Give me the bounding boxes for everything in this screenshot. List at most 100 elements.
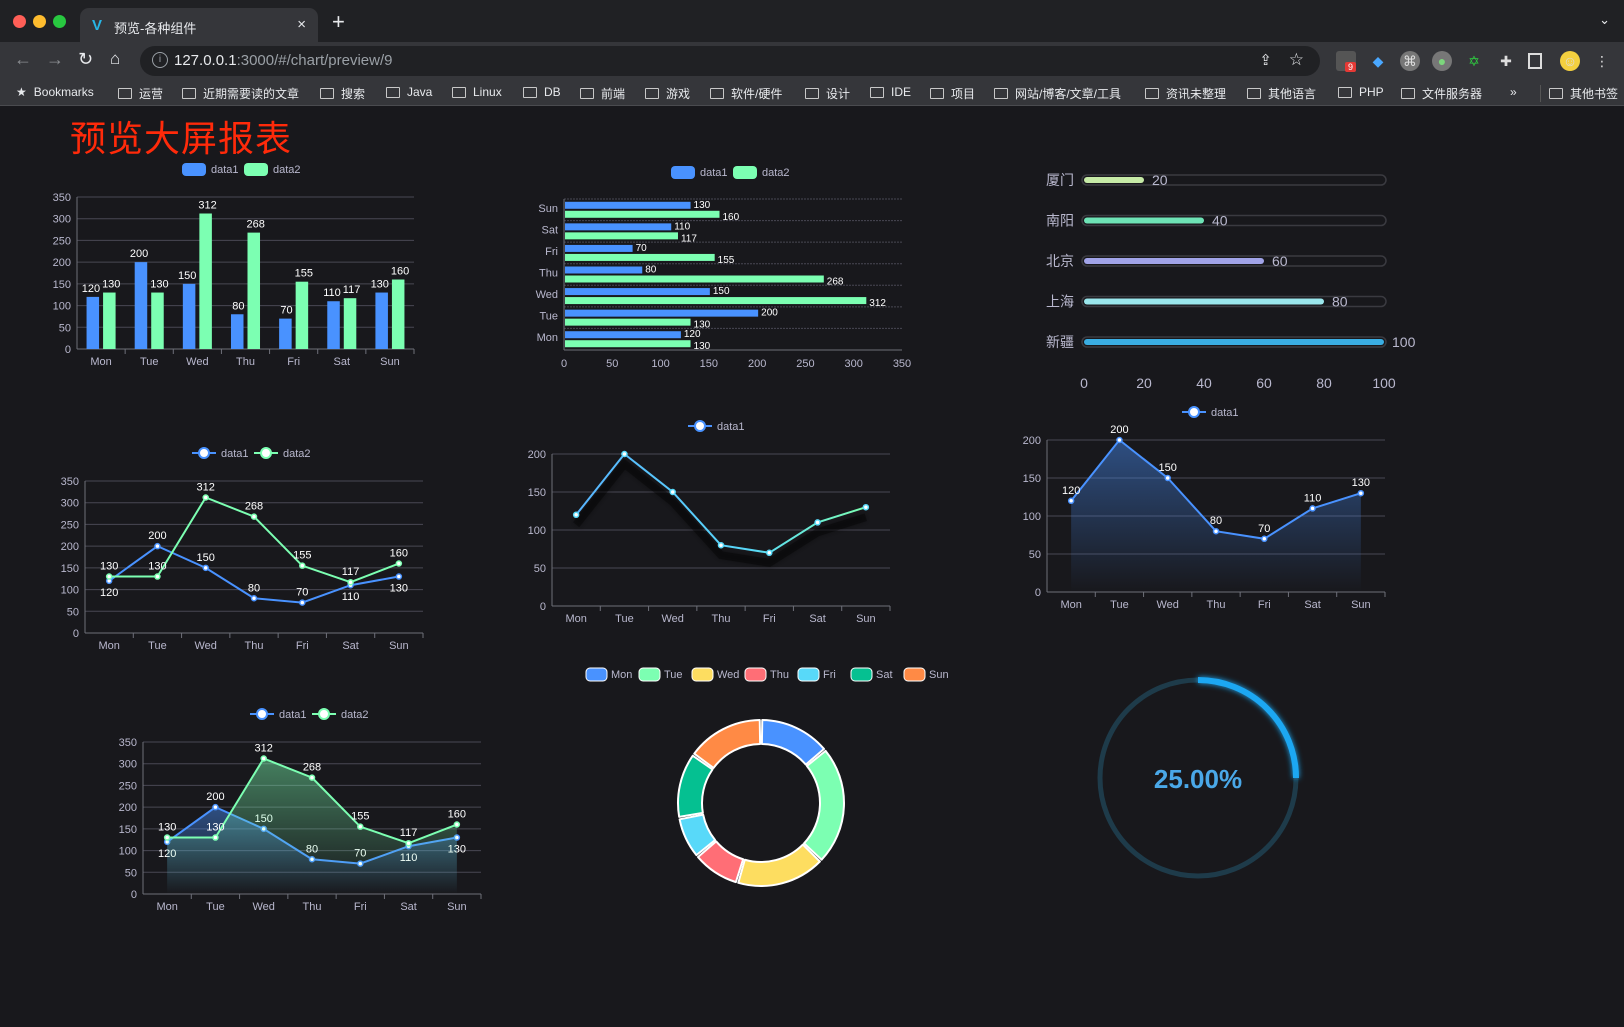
data-point <box>250 513 258 520</box>
folder-icon <box>320 88 334 99</box>
bookmark-folder[interactable]: 运营 <box>118 85 163 102</box>
bar <box>247 232 261 349</box>
bookmark-folder[interactable]: 软件/硬件 <box>710 85 782 102</box>
data-value-label: 200 <box>148 530 166 542</box>
gem-extension-icon[interactable]: ◆ <box>1372 53 1384 69</box>
y-tick-label: 150 <box>119 824 137 836</box>
maximize-window-button[interactable] <box>53 15 66 28</box>
legend-marker-icon <box>260 447 272 459</box>
bar <box>295 281 309 349</box>
data-value-label: 110 <box>1304 492 1322 504</box>
bar <box>103 292 116 349</box>
data-point <box>1261 535 1268 543</box>
legend-marker-icon <box>1188 406 1200 418</box>
share-icon[interactable]: ⇪ <box>1259 52 1272 69</box>
donut-slice <box>677 754 714 818</box>
x-tick-label: Thu <box>712 613 731 625</box>
data-point <box>347 578 354 586</box>
bar-value-label: 120 <box>82 283 100 295</box>
url-text[interactable]: 127.0.0.1:3000/#/chart/preview/9 <box>174 52 393 69</box>
bookmark-folder[interactable]: 游戏 <box>645 85 690 102</box>
page-title: 预览大屏报表 <box>70 118 293 159</box>
side-panel-icon[interactable] <box>1528 53 1542 69</box>
menu-icon[interactable]: ⋮ <box>1595 53 1609 69</box>
bookmark-folder[interactable]: DB <box>523 85 561 99</box>
home-icon[interactable]: ⌂ <box>110 49 121 68</box>
profile-avatar[interactable]: ☺ <box>1560 51 1580 71</box>
legend-label: data1 <box>221 448 249 460</box>
bookmark-folder[interactable]: 其他语言 <box>1247 85 1316 102</box>
data-point <box>1116 436 1123 444</box>
y-tick-label: Sat <box>541 224 558 236</box>
browser-tab[interactable]: V 预览-各种组件 × <box>80 8 318 42</box>
x-tick-label: Sat <box>334 356 351 368</box>
bookmark-folder[interactable]: PHP <box>1338 85 1384 99</box>
bar <box>565 340 691 348</box>
bookmark-folder[interactable]: 近期需要读的文章 <box>182 85 299 102</box>
reload-icon[interactable]: ↻ <box>78 49 94 69</box>
data-point <box>357 823 364 830</box>
donut-slice <box>803 749 845 861</box>
close-window-button[interactable] <box>13 15 26 28</box>
progress-value-label: 20 <box>1152 172 1168 188</box>
bookmark-folder-label: 网站/博客/文章/工具 <box>1015 87 1122 101</box>
extension-icon[interactable]: ● <box>1432 51 1452 71</box>
folder-icon <box>118 88 132 99</box>
bookmark-folder[interactable]: Linux <box>452 85 502 99</box>
back-icon[interactable]: ← <box>14 49 32 69</box>
bookmark-folder[interactable]: 前端 <box>580 85 625 102</box>
puzzle-extensions-icon[interactable]: ✚ <box>1500 53 1512 69</box>
tab-close-icon[interactable]: × <box>297 16 306 33</box>
extension-icon[interactable]: ⌘ <box>1400 51 1420 71</box>
more-bookmarks-button[interactable]: » <box>1510 85 1517 99</box>
bookmark-folder[interactable]: IDE <box>870 85 911 99</box>
data-value-label: 70 <box>1258 523 1270 535</box>
x-tick-label: Mon <box>156 901 177 913</box>
bookmark-folder[interactable]: Java <box>386 85 432 99</box>
bar-value-label: 80 <box>232 300 244 312</box>
x-tick-label: 40 <box>1196 375 1212 391</box>
bar-value-label: 117 <box>343 284 361 296</box>
bar <box>391 279 405 349</box>
bookmark-folder[interactable]: 文件服务器 <box>1401 85 1482 102</box>
new-tab-button[interactable]: + <box>332 9 345 34</box>
legend-swatch-icon <box>733 166 757 179</box>
folder-icon <box>1247 88 1261 99</box>
site-info-icon[interactable]: i <box>152 52 168 68</box>
url-path: :3000/#/chart/preview/9 <box>236 52 393 69</box>
bookmark-star-icon[interactable]: ☆ <box>1288 50 1304 69</box>
bar-value-label: 117 <box>681 233 697 244</box>
x-tick-label: Thu <box>245 640 264 652</box>
x-tick-label: 0 <box>561 358 567 370</box>
bar-value-label: 110 <box>323 287 341 299</box>
legend-swatch-icon <box>182 163 206 176</box>
bookmark-folder[interactable]: 设计 <box>805 85 850 102</box>
y-tick-label: 100 <box>528 525 546 537</box>
bookmark-folder[interactable]: 搜索 <box>320 85 365 102</box>
y-tick-label: 350 <box>53 192 71 204</box>
progress-fill <box>1084 217 1204 224</box>
data-value-label: 120 <box>100 587 118 599</box>
bookmark-folder-label: 游戏 <box>666 87 691 101</box>
donut-slice <box>678 813 717 857</box>
bar-value-label: 130 <box>102 279 120 291</box>
bookmark-folder[interactable]: 网站/博客/文章/工具 <box>994 85 1121 102</box>
y-tick-label: 50 <box>534 563 546 575</box>
forward-icon[interactable]: → <box>46 49 64 69</box>
tab-search-chevron-icon[interactable]: ⌄ <box>1599 12 1610 27</box>
bookmark-folder-label: 资讯未整理 <box>1166 87 1227 101</box>
other-bookmarks-folder[interactable]: 其他书签 <box>1540 85 1618 102</box>
legend-swatch-icon <box>850 667 873 682</box>
data-value-label: 312 <box>197 482 215 494</box>
data-value-label: 150 <box>197 552 215 564</box>
bookmark-folder[interactable]: 项目 <box>930 85 975 102</box>
bookmarks-button[interactable]: ★ Bookmarks <box>16 85 94 99</box>
bar-value-label: 160 <box>723 212 740 223</box>
minimize-window-button[interactable] <box>33 15 46 28</box>
bookmark-folder[interactable]: 资讯未整理 <box>1145 85 1226 102</box>
bookmark-folder-label: Linux <box>473 85 502 99</box>
x-tick-label: Sat <box>1304 599 1321 611</box>
star-extension-icon[interactable]: ✡ <box>1468 53 1480 69</box>
data-point <box>395 573 403 580</box>
address-bar[interactable]: i 127.0.0.1:3000/#/chart/preview/9 ⇪ ☆ <box>140 46 1320 76</box>
